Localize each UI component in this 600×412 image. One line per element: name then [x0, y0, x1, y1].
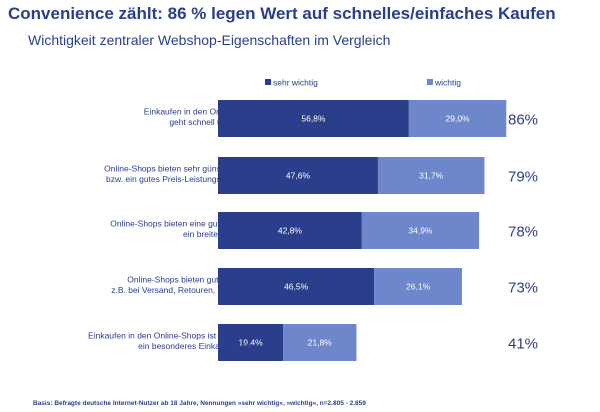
legend-swatch-2	[427, 79, 433, 85]
category-label-5-line-1: Einkaufen in den Online-Shops ist angene…	[88, 330, 261, 340]
bar-4-2	[374, 268, 462, 305]
legend-swatch-1	[265, 79, 271, 85]
category-label-5-line-2: ein besonderes Einkaufserlebnis	[138, 341, 261, 351]
total-label-5: 41%	[508, 336, 538, 353]
category-label-3-line-2: ein breites Sortiment	[183, 229, 262, 239]
category-label-3-line-1: Online-Shops bieten eine gute Auswahl,	[110, 218, 261, 228]
bar-3-2	[361, 212, 480, 249]
legend-label-1: sehr wichtig	[273, 78, 318, 88]
bar-2-2	[377, 157, 485, 194]
value-label-5-1: 19,4%	[239, 338, 264, 348]
total-label-4: 73%	[508, 280, 538, 297]
value-label-1-1: 56,8%	[301, 114, 326, 124]
legend-label-2: wichtig	[434, 78, 461, 88]
category-label-4-line-1: Online-Shops bieten guten Service,	[127, 274, 261, 284]
total-label-2: 79%	[508, 169, 538, 186]
value-label-2-2: 31,7%	[419, 171, 444, 181]
bar-5-2	[283, 324, 357, 361]
value-label-4-1: 46,5%	[284, 282, 309, 292]
bar-1-2	[408, 100, 507, 137]
value-label-3-2: 34,9%	[408, 226, 433, 236]
bar-3-1	[218, 212, 362, 249]
bar-5-1	[218, 324, 284, 361]
category-label-4-line-2: z.B. bei Versand, Retouren, Rückfragen	[111, 285, 261, 295]
value-label-4-2: 26,1%	[406, 282, 431, 292]
category-label-2-line-2: bzw. ein gutes Preis-Leistungs-Verhältni…	[106, 174, 261, 184]
category-label-1-line-1: Einkaufen in den Online-Shops	[144, 106, 261, 116]
category-label-1-line-2: geht schnell und einfach	[169, 117, 261, 127]
chart-subtitle: Wichtigkeit zentraler Webshop-Eigenschaf…	[28, 32, 391, 48]
bar-1-1	[218, 100, 409, 137]
bar-4-1	[218, 268, 375, 305]
value-label-3-1: 42,8%	[278, 226, 303, 236]
value-label-2-1: 47,6%	[286, 171, 311, 181]
footnote: Basis: Befragte deutsche Internet-Nutzer…	[33, 400, 366, 407]
value-label-1-2: 29,0%	[446, 114, 471, 124]
category-label-2-line-1: Online-Shops bieten sehr günstige Preise	[104, 163, 261, 173]
chart-title: Convenience zählt: 86 % legen Wert auf s…	[8, 4, 556, 23]
value-label-5-2: 21,8%	[308, 338, 333, 348]
bar-2-1	[218, 157, 378, 194]
total-label-3: 78%	[508, 224, 538, 241]
total-label-1: 86%	[508, 112, 538, 129]
